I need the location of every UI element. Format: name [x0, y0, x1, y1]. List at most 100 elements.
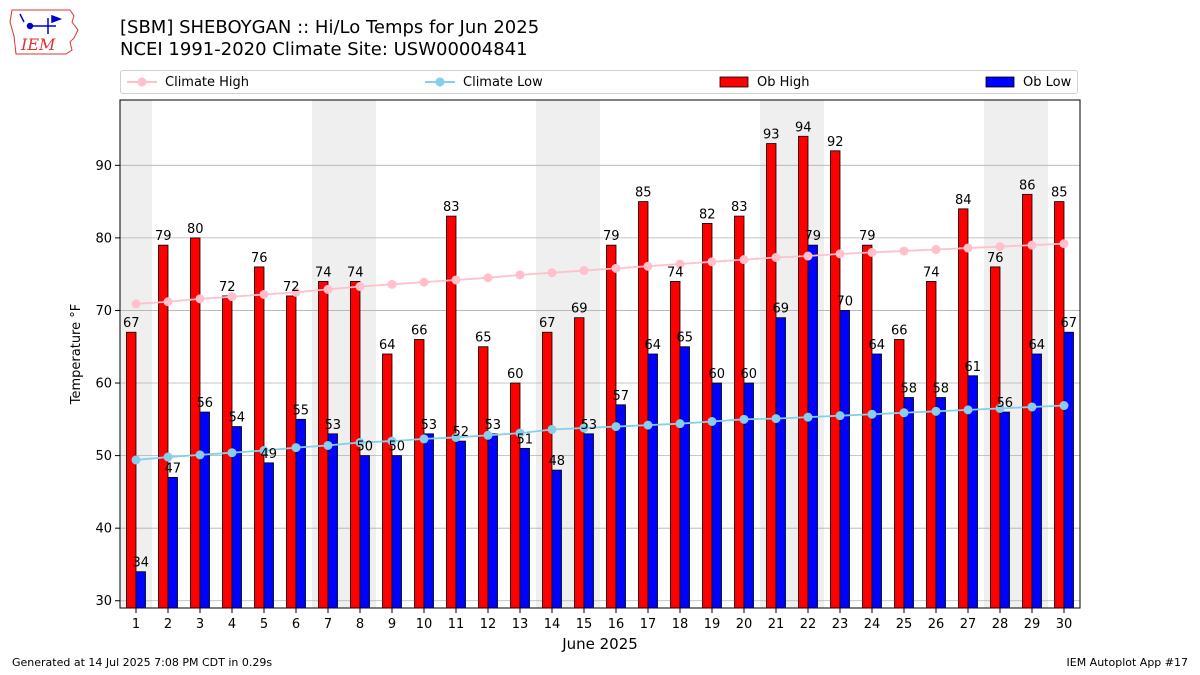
ob-low-bar-day-19 [711, 382, 722, 609]
climate-low-point-day-11 [451, 432, 461, 442]
logo-text: IEM [20, 35, 56, 54]
climate-low-point-day-1 [131, 455, 141, 465]
climate-high-point-day-3 [195, 294, 205, 304]
climate-high-point-day-17 [643, 261, 653, 271]
xtick-label-5: 5 [260, 617, 268, 632]
ob-high-bar-day-24 [862, 244, 873, 609]
gridlines [120, 164, 1080, 602]
climate-low-point-day-5 [259, 446, 269, 456]
xtick-label-19: 19 [704, 617, 721, 632]
iowa-outline-icon [9, 9, 79, 55]
chart-legend: Climate High Climate Low Ob High Ob Low [120, 70, 1078, 94]
xtick-label-6: 6 [292, 617, 300, 632]
ob-low-bar-day-5 [263, 462, 274, 609]
climate-low-point-day-8 [355, 438, 365, 448]
climate-high-point-day-29 [1027, 240, 1037, 250]
ob-low-label-day-19: 60 [708, 367, 725, 382]
ob-low-label-day-22: 79 [804, 229, 821, 244]
climate-high-point-day-30 [1059, 239, 1069, 249]
ob-high-label-day-8: 74 [347, 265, 364, 280]
ob-low-label-day-13: 51 [516, 432, 533, 447]
climate-high-point-day-12 [483, 273, 493, 283]
ob-high-label-day-16: 79 [603, 229, 620, 244]
climate-low-point-day-9 [387, 436, 397, 446]
climate-low-point-day-4 [227, 448, 237, 458]
climate-high-point-day-15 [579, 266, 589, 276]
climate-high-point-day-10 [419, 277, 429, 287]
climate-low-point-day-2 [163, 452, 173, 462]
xtick-label-13: 13 [512, 617, 529, 632]
climate-high-line [135, 242, 1065, 305]
climate-low-point-day-18 [675, 419, 685, 429]
climate-low-point-day-7 [323, 440, 333, 450]
ob-low-label-day-12: 53 [484, 418, 501, 433]
climate-low-point-day-22 [803, 412, 813, 422]
ob-high-bar-day-5 [254, 266, 265, 609]
climate-low-point-day-26 [931, 406, 941, 416]
ob-low-bar-day-18 [679, 346, 690, 609]
chart-subtitle: NCEI 1991-2020 Climate Site: USW00004841 [120, 39, 528, 60]
ob-high-label-day-24: 79 [859, 229, 876, 244]
xtick-label-17: 17 [640, 617, 657, 632]
ob-low-bar-day-13 [519, 447, 530, 609]
ob-low-label-day-8: 50 [356, 440, 373, 455]
climate-high-point-day-23 [835, 249, 845, 259]
ob-low-bar-day-1 [135, 571, 146, 609]
climate-low-point-day-13 [515, 428, 525, 438]
climate-high-point-day-9 [387, 279, 397, 289]
climate-high-point-day-22 [803, 251, 813, 261]
xtick-label-26: 26 [928, 617, 945, 632]
ob-high-label-day-1: 67 [123, 316, 140, 331]
xtick-label-27: 27 [960, 617, 977, 632]
ob-low-bar-day-24 [871, 353, 882, 609]
ob-low-bar-day-22 [807, 244, 818, 609]
ob-low-bar-day-10 [423, 433, 434, 609]
climate-high-line-icon [127, 77, 157, 87]
ob-low-label-day-20: 60 [740, 367, 757, 382]
ytick-label-90: 90 [95, 159, 112, 174]
ob-high-bar-day-6 [286, 295, 297, 609]
xtick-label-30: 30 [1056, 617, 1073, 632]
ob-high-label-day-18: 74 [667, 265, 684, 280]
ob-low-label-day-17: 64 [644, 338, 661, 353]
x-axis-label: June 2025 [561, 635, 638, 653]
legend-item-ob-low: Ob Low [985, 71, 1071, 93]
climate-high-point-day-4 [227, 292, 237, 302]
climate-high-point-day-27 [963, 243, 973, 253]
ob-low-label-day-21: 69 [772, 302, 789, 317]
ob-high-label-day-3: 80 [187, 222, 204, 237]
climate-low-point-day-21 [771, 414, 781, 424]
xtick-label-3: 3 [196, 617, 204, 632]
climate-high-point-day-13 [515, 270, 525, 280]
ob-high-label-day-22: 94 [795, 120, 812, 135]
xtick-label-15: 15 [576, 617, 593, 632]
ob-low-bar-day-14 [551, 469, 562, 609]
ytick-label-60: 60 [95, 377, 112, 392]
plot-frame [119, 99, 1081, 609]
xtick-label-4: 4 [228, 617, 236, 632]
ob-high-label-day-6: 72 [283, 280, 300, 295]
climate-high-point-day-2 [163, 297, 173, 307]
ob-low-label-day-29: 64 [1028, 338, 1045, 353]
legend-label-climate-high: Climate High [165, 74, 250, 90]
ob-low-bar-day-17 [647, 353, 658, 609]
generated-timestamp: Generated at 14 Jul 2025 7:08 PM CDT in … [12, 656, 273, 669]
ob-low-bar-day-2 [167, 476, 178, 609]
climate-high-point-day-21 [771, 252, 781, 262]
climate-high-point-day-1 [131, 299, 141, 309]
ob-low-bar-day-16 [615, 404, 626, 609]
climate-high-point-day-8 [355, 282, 365, 292]
xtick-label-23: 23 [832, 617, 849, 632]
ob-low-bar-day-9 [391, 455, 402, 609]
legend-item-climate-high: Climate High [127, 71, 249, 93]
climate-low-point-day-28 [995, 403, 1005, 413]
climate-high-point-day-16 [611, 263, 621, 273]
climate-low-point-day-6 [291, 443, 301, 453]
ytick-label-80: 80 [95, 231, 112, 246]
xtick-label-8: 8 [356, 617, 364, 632]
chart-title: [SBM] SHEBOYGAN :: Hi/Lo Temps for Jun 2… [120, 17, 540, 38]
climate-low-point-day-3 [195, 450, 205, 460]
ob-low-bar-day-3 [199, 411, 210, 609]
ob-high-label-day-20: 83 [731, 200, 748, 215]
